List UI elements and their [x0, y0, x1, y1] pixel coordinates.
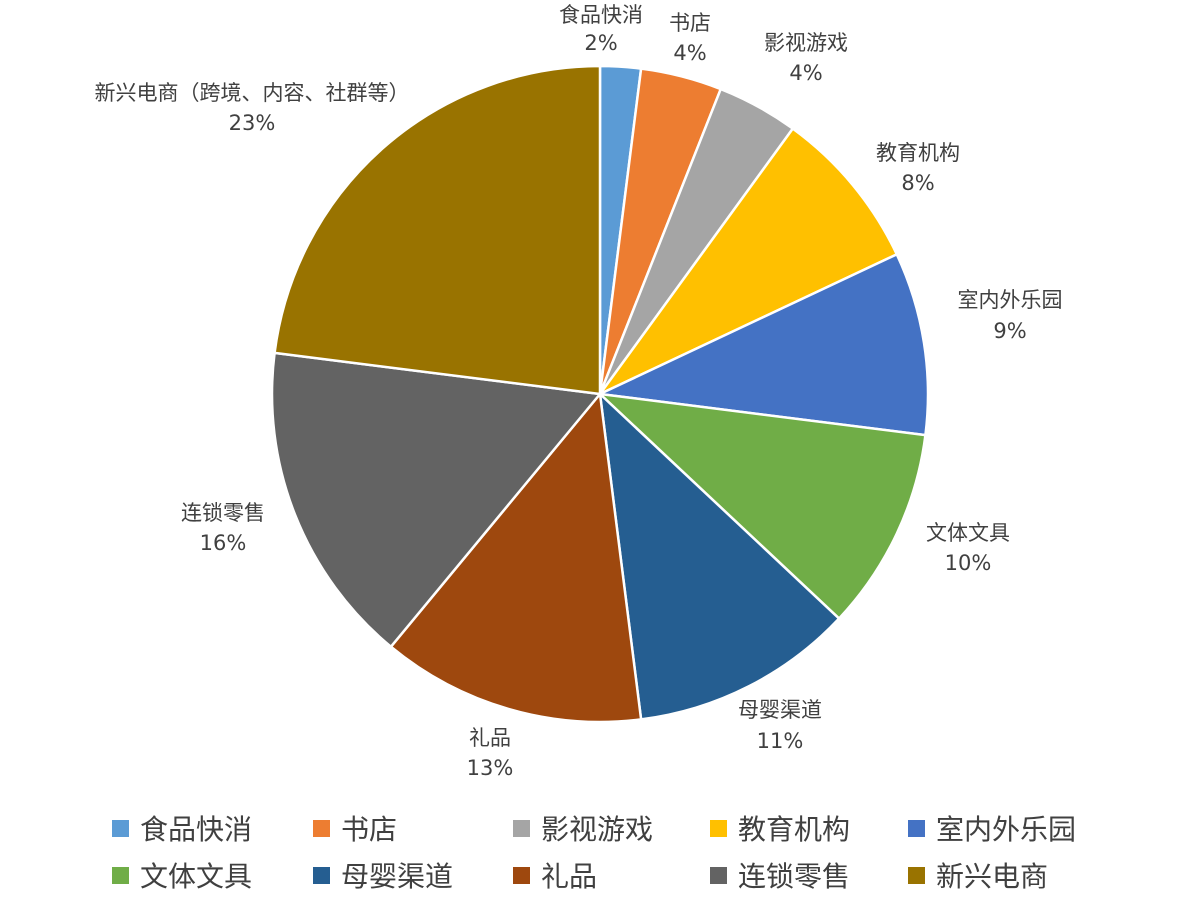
- legend-swatch: [710, 820, 727, 837]
- legend-swatch: [112, 867, 129, 884]
- legend-label: 教育机构: [738, 813, 850, 846]
- pie-slice: [598, 390, 841, 721]
- pie-slice: [389, 390, 643, 724]
- slice-percent-label: 9%: [993, 319, 1026, 343]
- slice-percent-label: 11%: [757, 729, 804, 753]
- slice-percent-label: 10%: [945, 551, 992, 575]
- slice-percent-label: 8%: [901, 171, 934, 195]
- slice-label: 室内外乐园: [958, 288, 1063, 312]
- legend-label: 书店: [341, 813, 397, 846]
- slice-label: 影视游戏: [764, 31, 848, 55]
- legend-swatch: [112, 820, 129, 837]
- legend-label: 母婴渠道: [341, 860, 453, 893]
- legend-label: 连锁零售: [738, 860, 850, 893]
- pie-slice: [596, 392, 927, 621]
- slice-label: 教育机构: [876, 141, 960, 165]
- pie-slice: [273, 64, 602, 396]
- slice-percent-label: 13%: [467, 756, 514, 780]
- data-labels: 食品快消 2% 书店 4% 影视游戏 4% 教育机构 8% 室内外乐园 9% 文体文具 10% 母婴渠道…: [95, 3, 1063, 780]
- slice-label: 新兴电商（跨境、内容、社群等）: [95, 81, 410, 105]
- pie-slices: [270, 64, 930, 724]
- slice-percent-label: 16%: [200, 531, 247, 555]
- legend-swatch: [908, 820, 925, 837]
- slice-label: 食品快消: [559, 3, 643, 27]
- slice-percent-label: 2%: [584, 31, 617, 55]
- slice-label: 连锁零售: [181, 501, 265, 525]
- pie-slice: [595, 252, 930, 437]
- legend-label: 文体文具: [140, 860, 252, 893]
- slice-percent-label: 23%: [229, 111, 276, 135]
- slice-label: 礼品: [469, 726, 511, 750]
- legend-swatch: [313, 867, 330, 884]
- legend-swatch: [513, 867, 530, 884]
- legend-swatch: [513, 820, 530, 837]
- legend-label: 食品快消: [140, 813, 252, 846]
- slice-percent-label: 4%: [789, 61, 822, 85]
- pie-slice: [270, 351, 603, 649]
- slice-label: 书店: [669, 11, 711, 35]
- slice-percent-label: 4%: [673, 41, 706, 65]
- legend-label: 新兴电商: [936, 860, 1048, 893]
- pie-slice: [598, 126, 899, 396]
- legend-label: 室内外乐园: [936, 813, 1076, 846]
- legend-label: 影视游戏: [541, 813, 653, 846]
- legend-swatch: [710, 867, 727, 884]
- legend-swatch: [313, 820, 330, 837]
- legend-label: 礼品: [541, 860, 597, 893]
- slice-label: 母婴渠道: [738, 698, 822, 722]
- slice-label: 文体文具: [926, 521, 1010, 545]
- legend-swatch: [908, 867, 925, 884]
